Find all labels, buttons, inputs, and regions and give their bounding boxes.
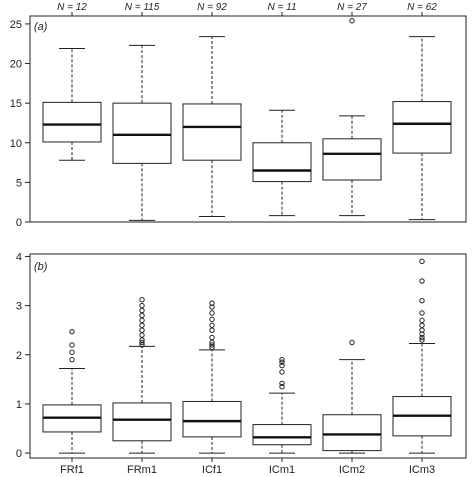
outlier-point <box>139 332 145 338</box>
y-tick-label: 3 <box>16 301 22 313</box>
boxplot-ICm1 <box>252 109 312 217</box>
outlier-point <box>139 322 145 328</box>
plot-frame <box>29 253 467 459</box>
panel-a: (a) 0 5 10 15 20 25 N = 12 N = 115 N = 92 N = 11 N … <box>10 2 467 229</box>
iqr-box <box>322 138 382 181</box>
outlier-point <box>69 342 75 348</box>
boxplot-FRf1 <box>42 47 102 161</box>
panel-b: (b) 0 1 2 3 4 FRf1 FRm1 ICf1 ICm1 ICm2 ICm3 <box>16 251 467 476</box>
boxplot-ICm2 <box>322 339 382 454</box>
outlier-point <box>139 302 145 309</box>
outlier-point <box>419 258 425 265</box>
y-tick-label: 15 <box>10 98 22 110</box>
outlier-point <box>139 337 145 343</box>
y-tick-label: 0 <box>16 448 22 460</box>
n-label: N = 11 <box>268 2 297 13</box>
n-label: N = 62 <box>407 2 437 13</box>
outlier-point <box>209 322 215 328</box>
outlier-point <box>69 328 75 335</box>
iqr-box <box>252 424 312 446</box>
n-label: N = 12 <box>57 2 87 13</box>
y-tick-label: 10 <box>10 138 22 150</box>
outlier-point <box>419 334 425 341</box>
outlier-point <box>349 18 355 24</box>
x-tick-label: FRm1 <box>127 464 157 476</box>
outlier-point <box>139 317 145 324</box>
boxplot-FRf1 <box>42 328 102 454</box>
y-tick-label: 20 <box>10 59 22 71</box>
outlier-point <box>279 380 285 386</box>
outlier-point <box>419 278 425 284</box>
outlier-point <box>279 359 285 365</box>
boxplot-ICm3 <box>392 36 452 221</box>
outlier-point <box>419 327 425 333</box>
outlier-point <box>209 344 215 351</box>
outlier-point <box>419 337 425 343</box>
outlier-point <box>419 297 425 304</box>
panel-label: (b) <box>34 261 48 273</box>
outlier-point <box>279 384 285 390</box>
n-label: N = 92 <box>197 2 227 13</box>
outlier-point <box>419 310 425 316</box>
boxplot-ICm3 <box>392 258 452 454</box>
x-tick-label: ICm1 <box>269 464 295 476</box>
y-tick-label: 2 <box>16 350 22 362</box>
iqr-box <box>182 400 242 438</box>
iqr-box <box>252 142 312 183</box>
outlier-point <box>279 369 285 375</box>
y-tick-label: 1 <box>16 399 22 411</box>
y-tick-label: 0 <box>16 217 22 229</box>
outlier-point <box>419 317 425 324</box>
outlier-point <box>139 342 145 348</box>
outlier-point <box>139 327 145 333</box>
n-label: N = 115 <box>125 2 160 13</box>
boxplot-ICm1 <box>252 356 312 454</box>
iqr-box <box>392 101 452 154</box>
boxplot-FRm1 <box>112 297 172 454</box>
iqr-box <box>182 103 242 161</box>
outlier-point <box>69 356 75 363</box>
outlier-point <box>279 356 285 363</box>
iqr-box <box>42 101 102 143</box>
outlier-point <box>209 339 215 346</box>
boxplot-ICf1 <box>182 300 242 454</box>
outlier-point <box>209 342 215 348</box>
y-tick-label: 25 <box>10 19 22 31</box>
iqr-box <box>112 102 172 164</box>
boxplot-ICm2 <box>322 18 382 217</box>
outlier-point <box>139 312 145 319</box>
outlier-point <box>349 339 355 346</box>
x-tick-label: FRf1 <box>60 464 84 476</box>
x-tick-label: ICm2 <box>339 464 365 476</box>
boxplot-FRm1 <box>112 44 172 221</box>
outlier-point <box>209 300 215 306</box>
y-tick-label: 5 <box>16 177 22 189</box>
boxplot-ICf1 <box>182 36 242 217</box>
outlier-point <box>69 349 75 356</box>
outlier-point <box>419 322 425 328</box>
outlier-point <box>209 310 215 316</box>
outlier-point <box>139 339 145 346</box>
outlier-point <box>209 316 215 323</box>
outlier-point <box>279 362 285 369</box>
y-tick-label: 4 <box>16 251 22 263</box>
outlier-point <box>139 297 145 303</box>
x-tick-label: ICf1 <box>202 464 222 476</box>
iqr-box <box>112 402 172 442</box>
outlier-point <box>209 334 215 341</box>
plot-frame <box>29 15 467 223</box>
n-label: N = 27 <box>337 2 367 13</box>
x-tick-label: ICm3 <box>409 464 435 476</box>
outlier-point <box>209 327 215 333</box>
outlier-point <box>139 307 145 314</box>
iqr-box <box>322 414 382 452</box>
panel-label: (a) <box>34 21 48 33</box>
